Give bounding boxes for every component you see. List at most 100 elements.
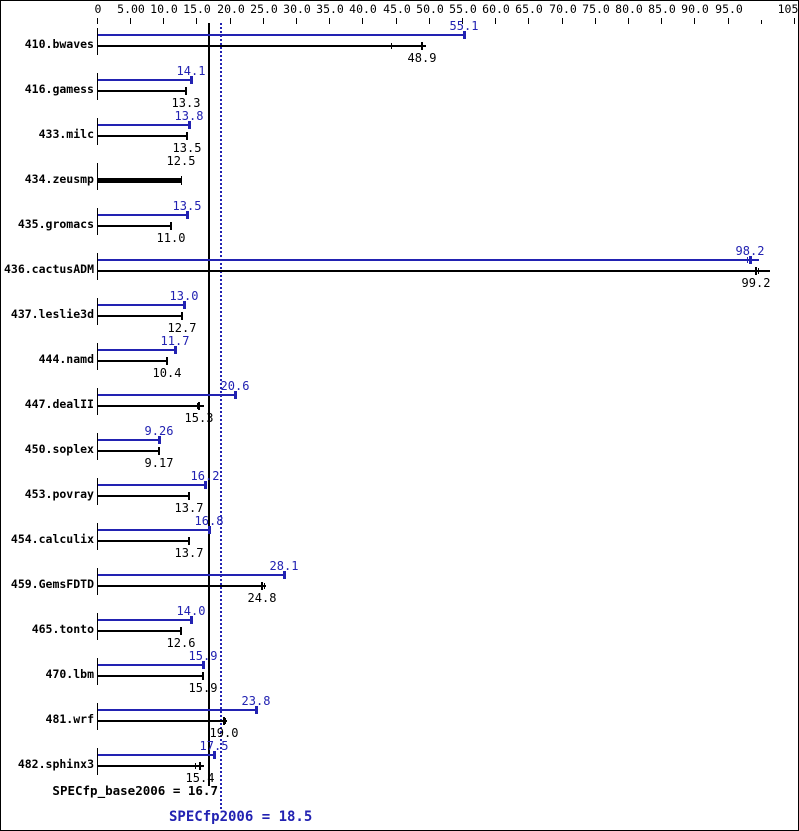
axis-tick-label: 40.0 [349,2,377,16]
axis-tick-label: 90.0 [681,2,709,16]
base-bar [98,495,189,497]
base-bar [98,90,186,92]
row-axis-segment [97,73,98,100]
axis-tick-label: 25.0 [250,2,278,16]
row-axis-segment [97,703,98,730]
axis-tick [728,18,729,24]
base-bar [98,45,426,47]
base-run-mark [422,43,423,49]
benchmark-label: 470.lbm [45,667,94,681]
axis-tick-label: 45.0 [383,2,411,16]
base-run-mark [197,403,198,409]
axis-tick-label: 20.0 [217,2,245,16]
base-bar [98,765,204,767]
peak-bar-endcap [749,256,752,264]
row-axis-segment [97,568,98,595]
benchmark-label: 447.dealII [24,397,94,411]
base-bar-endcap [223,717,225,725]
peak-bar [98,259,759,261]
axis-tick [794,18,795,24]
axis-tick [661,18,662,24]
benchmark-label: 433.milc [38,127,94,141]
base-value-label: 13.7 [174,546,204,560]
base-run-mark [199,403,200,409]
row-axis-segment [97,388,98,415]
base-bar [98,450,159,452]
base-bar [98,135,188,137]
peak-value-label: 14.1 [176,64,206,78]
axis-tick-label: 95.0 [715,2,743,16]
base-bar-endcap [158,447,160,455]
peak-bar-endcap [213,751,216,759]
row-axis-segment [97,478,98,505]
base-bar [98,585,266,587]
base-value-label: 24.8 [247,591,277,605]
peak-value-label: 17.5 [199,739,229,753]
benchmark-label: 450.soplex [24,442,94,456]
base-bar-endcap [181,176,182,185]
base-run-mark [262,583,263,589]
base-bar-endcap [166,357,168,365]
axis-tick [429,18,430,24]
axis-tick-label: 10.0 [150,2,178,16]
axis-tick [97,18,98,24]
base-value-label: 15.4 [185,771,215,785]
base-value-label: 11.0 [156,231,186,245]
peak-value-label: 20.6 [220,379,250,393]
benchmark-label: 482.sphinx3 [17,757,94,771]
peak-bar [98,574,285,576]
row-axis-segment [97,298,98,325]
row-axis-segment [97,208,98,235]
peak-bar [98,394,235,396]
base-mean-reference-line [208,23,210,786]
peak-bar [98,619,191,621]
base-run-mark [225,718,226,724]
benchmark-label: 416.gamess [24,82,94,96]
axis-tick [562,18,563,24]
row-axis-segment [97,28,98,55]
row-axis-segment [97,163,98,190]
row-axis-segment [97,433,98,460]
axis-tick-label: 70.0 [549,2,577,16]
peak-bar [98,439,159,441]
row-axis-segment [97,253,98,280]
base-bar [98,675,204,677]
peak-run-mark [751,257,752,263]
peak-bar [98,529,210,531]
benchmark-label: 465.tonto [31,622,94,636]
base-value-label: 48.9 [407,51,437,65]
axis-tick [462,18,463,24]
peak-value-label: 55.1 [449,19,479,33]
base-value-label: 13.5 [172,141,202,155]
peak-value-label: 13.8 [174,109,204,123]
base-value-label: 12.5 [166,154,196,168]
base-bar [98,360,167,362]
peak-value-label: 16.2 [190,469,220,483]
base-value-label: 9.17 [144,456,174,470]
axis-tick-label: 35.0 [316,2,344,16]
base-value-label: 15.9 [188,681,218,695]
peak-mean-reference-line [220,23,222,809]
base-bar-endcap [188,537,190,545]
base-bar-endcap [755,267,757,275]
peak-bar [98,304,184,306]
axis-tick [694,18,695,24]
row-axis-segment [97,523,98,550]
base-bar-endcap [186,132,188,140]
axis-tick-label: 60.0 [482,2,510,16]
peak-bar-endcap [190,616,193,624]
peak-bar-endcap [234,391,237,399]
peak-bar-endcap [188,121,191,129]
peak-value-label: 13.0 [169,289,199,303]
axis-tick-label: 0 [94,2,102,16]
row-axis-segment [97,658,98,685]
base-run-mark [758,268,759,274]
axis-tick [595,18,596,24]
base-value-label: 19.0 [209,726,239,740]
peak-value-label: 14.0 [176,604,206,618]
peak-value-label: 23.8 [241,694,271,708]
base-bar-endcap [180,627,182,635]
axis-tick-label: 30.0 [283,2,311,16]
axis-tick [163,18,164,24]
